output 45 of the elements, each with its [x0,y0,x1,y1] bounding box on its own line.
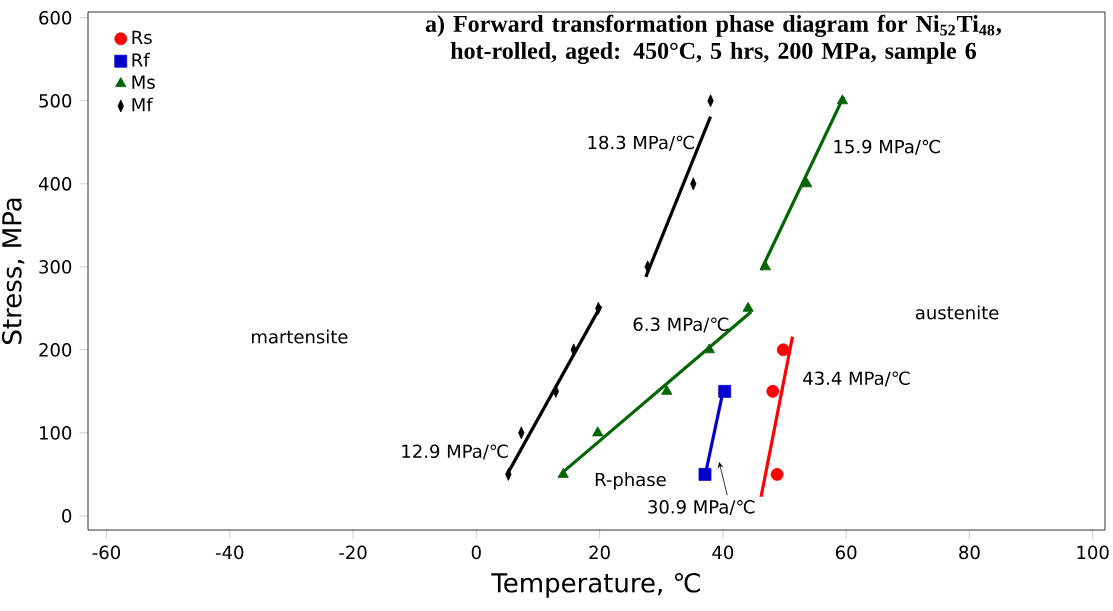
point [801,177,813,188]
annotation: 18.3 MPa/℃ [588,135,694,151]
y-tick-label: 300 [39,260,72,274]
point [557,467,569,478]
point [836,94,849,105]
legend-label: Rf [132,52,150,67]
annotation: 15.9 MPa/℃ [834,139,940,155]
point [742,301,754,312]
y-tick-label: 400 [38,177,72,191]
point [718,384,732,398]
x-tick-label: 60 [835,545,857,560]
x-tick-label: -60 [92,545,120,560]
x-tick-label: 20 [589,545,610,560]
y-axis-title: Stress, MPa [2,198,25,344]
annotation: martensite [252,329,348,344]
legend-label: Mf [132,97,153,112]
annotation: 12.9 MPa/℃ [402,444,508,460]
point [592,426,604,437]
x-tick-label: -20 [339,545,367,560]
annotation: R-phase [595,472,666,490]
point [766,384,780,398]
x-axis-title: Temperature, ℃ [491,572,700,598]
annotation: 6.3 MPa/℃ [633,317,729,333]
y-tick-label: 0 [62,509,72,523]
annotation: 30.9 MPa/℃ [648,500,755,516]
x-tick-label: 40 [712,545,734,560]
x-tick-label: -40 [215,545,244,560]
x-tick-label: 0 [471,545,481,560]
annotation: austenite [915,305,999,320]
point [703,343,715,354]
point [661,384,673,395]
annotation: 43.4 MPa/℃ [803,371,910,387]
text: a) Forward transformation phase diagram for Ni$_{52}$Ti$_{48}$, hot-rolled, aged: 450°C, 5 hrs, 200 MPa, sample 6 [425,14,1001,65]
y-tick-label: 600 [39,10,72,25]
x-tick-label: 80 [959,545,980,560]
y-tick-label: 200 [39,343,72,357]
point [776,343,790,357]
legend-label: Ms [132,75,155,89]
point [698,467,712,481]
point [770,467,784,481]
point [759,260,771,271]
legend-label: Rs [132,30,152,45]
y-tick-label: 100 [40,426,72,440]
x-tick-label: 100 [1077,545,1109,560]
y-tick-label: 500 [39,94,72,108]
